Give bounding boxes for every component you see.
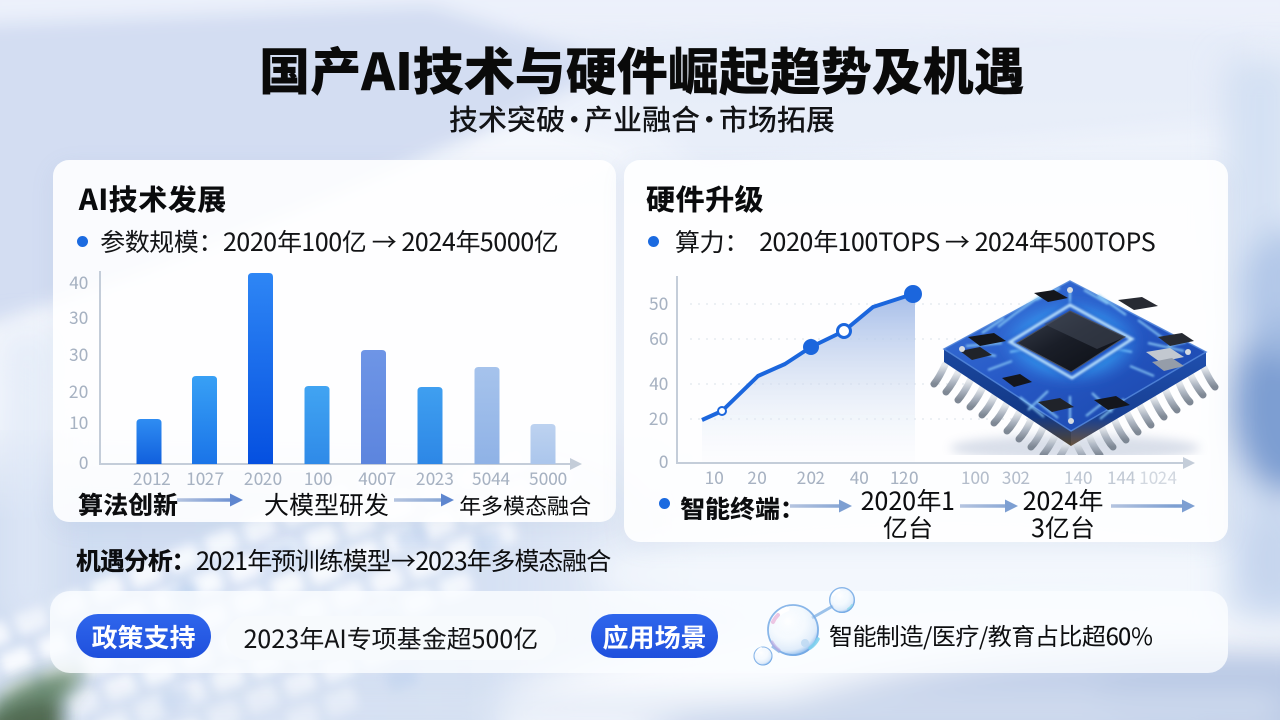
svg-text:60: 60 xyxy=(649,325,668,350)
svg-text:10: 10 xyxy=(69,409,88,434)
svg-text:40: 40 xyxy=(69,269,88,294)
svg-text:2020: 2020 xyxy=(244,465,282,490)
svg-text:100: 100 xyxy=(961,464,989,489)
svg-text:120: 120 xyxy=(890,464,918,489)
svg-text:0: 0 xyxy=(659,448,668,473)
svg-text:202: 202 xyxy=(797,464,825,489)
svg-text:20: 20 xyxy=(649,405,668,430)
svg-text:5000: 5000 xyxy=(529,465,567,490)
svg-text:50: 50 xyxy=(649,290,668,315)
svg-text:40: 40 xyxy=(850,464,869,489)
svg-text:20: 20 xyxy=(69,378,88,403)
svg-text:5044: 5044 xyxy=(472,465,510,490)
svg-text:0: 0 xyxy=(79,449,88,474)
svg-text:2012: 2012 xyxy=(133,465,171,490)
svg-text:1027: 1027 xyxy=(186,465,224,490)
svg-text:40: 40 xyxy=(649,370,668,395)
svg-text:30: 30 xyxy=(69,304,88,329)
svg-text:1024: 1024 xyxy=(1139,464,1177,489)
svg-text:30: 30 xyxy=(69,341,88,366)
svg-text:100: 100 xyxy=(304,465,332,490)
svg-text:144: 144 xyxy=(1107,464,1136,489)
svg-text:302: 302 xyxy=(1002,464,1030,489)
svg-text:140: 140 xyxy=(1064,464,1092,489)
svg-text:2023: 2023 xyxy=(416,465,454,490)
svg-text:4007: 4007 xyxy=(358,465,396,490)
svg-text:20: 20 xyxy=(748,464,767,489)
svg-text:10: 10 xyxy=(705,464,724,489)
